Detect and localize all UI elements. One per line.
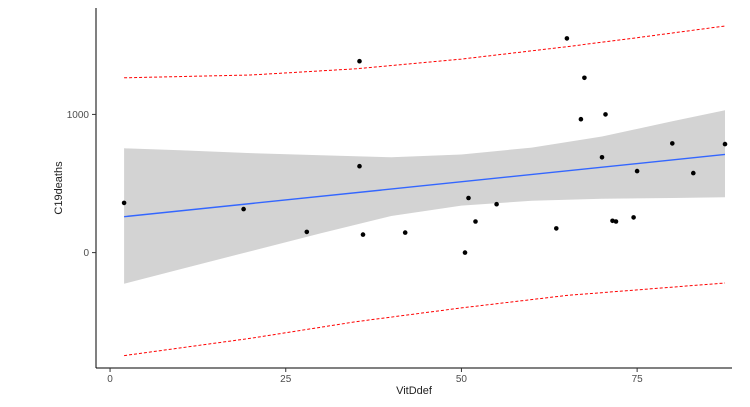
- data-point: [670, 141, 675, 146]
- prediction-band-upper: [124, 25, 726, 79]
- data-point: [554, 226, 559, 231]
- data-point: [121, 200, 127, 206]
- data-point: [466, 195, 471, 201]
- data-point: [494, 201, 499, 207]
- x-tick-label: 0: [107, 374, 113, 385]
- regression-line: [124, 153, 726, 218]
- x-tick-label: 25: [280, 374, 292, 385]
- data-point: [722, 141, 728, 147]
- data-point: [304, 229, 310, 235]
- data-point: [599, 155, 605, 160]
- data-point: [402, 230, 408, 235]
- prediction-band-lower: [124, 282, 726, 357]
- x-tick-label: 50: [456, 374, 468, 385]
- confidence-band: [124, 110, 726, 284]
- x-tick-label: 75: [632, 374, 644, 385]
- data-point: [691, 170, 696, 176]
- data-point: [610, 218, 615, 224]
- data-point: [613, 219, 619, 224]
- data-point: [634, 168, 640, 174]
- y-axis-title: C19deaths: [53, 161, 65, 215]
- data-point: [578, 116, 584, 122]
- data-point: [241, 206, 246, 212]
- data-point: [360, 232, 366, 237]
- data-point: [462, 250, 468, 255]
- data-point: [564, 36, 570, 41]
- y-tick-label: 1000: [67, 110, 90, 121]
- data-point: [603, 112, 608, 117]
- y-tick-label: 0: [83, 248, 89, 259]
- axes: 0 25 50 75 0 1000: [67, 8, 732, 385]
- data-point: [631, 215, 636, 220]
- data-point: [582, 75, 587, 81]
- x-axis-title: VitDdef: [396, 385, 433, 397]
- data-point: [357, 58, 362, 64]
- data-point: [357, 163, 362, 169]
- data-point: [473, 219, 478, 224]
- plot-area: [121, 25, 728, 357]
